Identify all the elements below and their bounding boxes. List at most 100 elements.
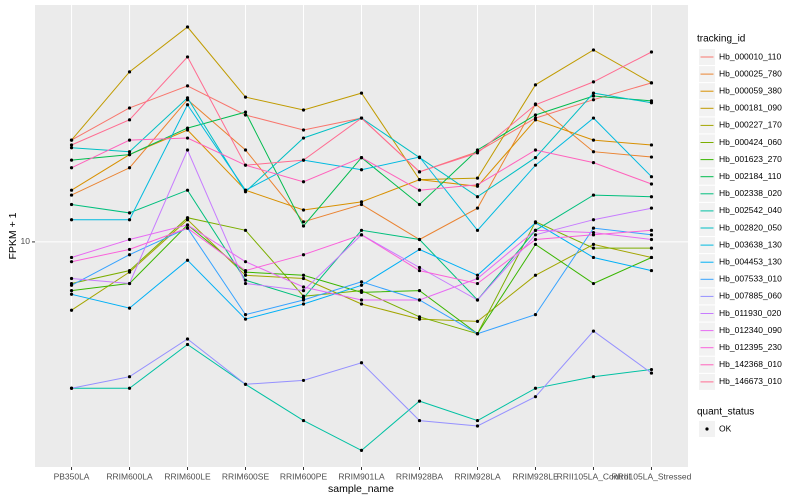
y-axis-title: FPKM + 1	[7, 212, 19, 259]
data-point	[591, 161, 596, 165]
data-point	[301, 288, 306, 293]
data-point	[301, 108, 306, 112]
data-point	[475, 418, 480, 423]
data-point	[417, 170, 422, 174]
data-point	[649, 246, 654, 250]
data-point	[475, 206, 480, 210]
data-point	[417, 237, 422, 242]
data-point	[533, 113, 538, 117]
data-point	[127, 118, 132, 122]
data-point	[359, 361, 364, 365]
data-point	[69, 146, 74, 150]
data-point	[69, 158, 74, 162]
data-point	[591, 193, 596, 197]
data-point	[533, 163, 538, 167]
data-point	[533, 233, 538, 237]
data-point	[243, 148, 248, 152]
data-point	[417, 399, 422, 403]
data-point	[185, 188, 190, 192]
legend2-title: quant_status	[697, 407, 754, 418]
data-point	[243, 95, 248, 99]
data-point	[533, 83, 538, 87]
data-point	[69, 288, 74, 293]
data-point	[649, 268, 654, 273]
data-point	[127, 281, 132, 286]
data-point	[185, 226, 190, 230]
x-tick-label: RRII105LA_Stressed	[612, 471, 692, 481]
data-point	[301, 136, 306, 140]
data-point	[359, 298, 364, 302]
data-point	[69, 188, 74, 192]
data-point	[417, 315, 422, 319]
legend-label: Hb_000227_170	[719, 120, 782, 130]
data-point	[649, 143, 654, 147]
data-point	[243, 281, 248, 286]
data-point	[127, 70, 132, 74]
data-point	[591, 329, 596, 333]
data-point	[649, 371, 654, 375]
data-point	[475, 183, 480, 187]
data-point	[69, 308, 74, 312]
data-point	[243, 278, 248, 282]
data-point	[127, 166, 132, 170]
x-tick-label: RRII105LA_Control	[557, 471, 631, 481]
data-point	[359, 283, 364, 287]
legend-label: Hb_003638_130	[719, 239, 782, 249]
data-point	[649, 255, 654, 260]
data-point	[243, 110, 248, 114]
data-point	[127, 237, 132, 242]
data-point	[591, 91, 596, 95]
data-point	[69, 283, 74, 287]
data-point	[475, 424, 480, 428]
data-point	[301, 208, 306, 212]
x-tick-label: RRIM928BA	[396, 471, 444, 481]
data-point	[591, 48, 596, 52]
data-point	[69, 218, 74, 222]
data-point	[533, 395, 538, 399]
x-tick-label: RRIM600LA	[106, 471, 153, 481]
data-point	[185, 55, 190, 59]
data-point	[69, 138, 74, 142]
data-point	[475, 228, 480, 232]
data-point	[185, 148, 190, 152]
data-point	[591, 233, 596, 237]
data-point	[127, 153, 132, 157]
data-point	[69, 260, 74, 264]
data-point	[475, 332, 480, 336]
data-point	[417, 247, 422, 252]
legend-label: Hb_004453_130	[719, 256, 782, 266]
data-point	[69, 386, 74, 390]
data-point	[127, 138, 132, 142]
legend2-label: OK	[719, 423, 732, 433]
data-point	[127, 211, 132, 215]
data-point	[243, 260, 248, 264]
data-point	[475, 281, 480, 286]
x-axis-title: sample_name	[328, 483, 394, 495]
data-point	[301, 128, 306, 132]
data-point	[69, 292, 74, 296]
data-point	[243, 163, 248, 167]
data-point	[533, 148, 538, 152]
legend-label: Hb_000059_380	[719, 85, 782, 95]
x-tick-label: RRIM928LE	[512, 471, 559, 481]
data-point	[591, 255, 596, 260]
legend-label: Hb_011930_020	[719, 308, 782, 318]
data-point	[301, 158, 306, 162]
data-point	[533, 156, 538, 160]
data-point	[359, 290, 364, 295]
data-point	[475, 176, 480, 180]
data-point	[243, 113, 248, 117]
data-point	[185, 103, 190, 107]
data-point	[243, 273, 248, 277]
data-point	[649, 182, 654, 186]
data-point	[359, 228, 364, 232]
data-point	[649, 367, 654, 372]
x-tick-label: RRIM901LA	[338, 471, 385, 481]
data-point	[649, 206, 654, 210]
legend-label: Hb_007885_060	[719, 291, 782, 301]
data-point	[301, 302, 306, 306]
data-point	[649, 101, 654, 105]
data-point	[591, 94, 596, 98]
data-point	[301, 418, 306, 423]
